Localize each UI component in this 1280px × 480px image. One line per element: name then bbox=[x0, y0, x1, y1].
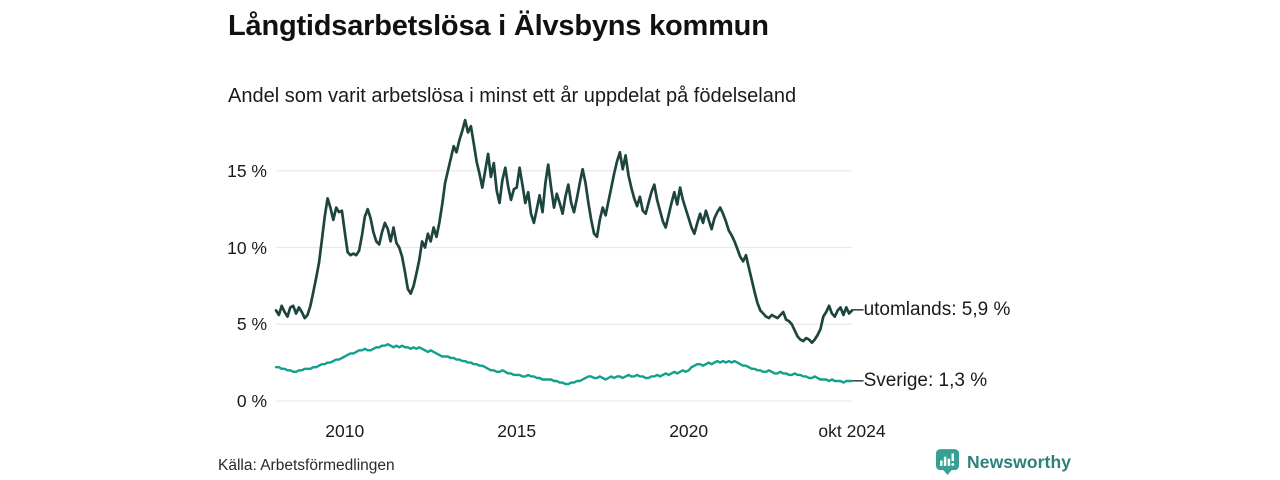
x-axis-tick-label: 2020 bbox=[669, 421, 709, 441]
series-line-utomlands bbox=[274, 118, 854, 345]
source-note: Källa: Arbetsförmedlingen bbox=[218, 457, 395, 474]
y-axis-tick-label: 15 % bbox=[227, 160, 267, 181]
y-axis-tick-label: 5 % bbox=[236, 314, 267, 335]
chart-title: Långtidsarbetslösa i Älvsbyns kommun bbox=[228, 10, 769, 42]
x-axis-tick-label: 2015 bbox=[497, 421, 537, 441]
newsworthy-logo: Newsworthy bbox=[936, 449, 1071, 475]
series-label-utomlands: –utomlands: 5,9 % bbox=[853, 299, 1011, 321]
series-label-Sverige: –Sverige: 1,3 % bbox=[853, 370, 988, 392]
y-axis-tick-label: 10 % bbox=[227, 237, 267, 258]
y-axis-tick-label: 0 % bbox=[236, 391, 267, 411]
chart-subtitle: Andel som varit arbetslösa i minst ett å… bbox=[228, 85, 797, 107]
newsworthy-icon bbox=[936, 449, 959, 475]
brand-name: Newsworthy bbox=[967, 451, 1072, 472]
x-axis-tick-label: 2010 bbox=[325, 421, 365, 441]
x-axis-tick-label: okt 2024 bbox=[818, 421, 886, 441]
series-line-Sverige bbox=[274, 343, 854, 386]
